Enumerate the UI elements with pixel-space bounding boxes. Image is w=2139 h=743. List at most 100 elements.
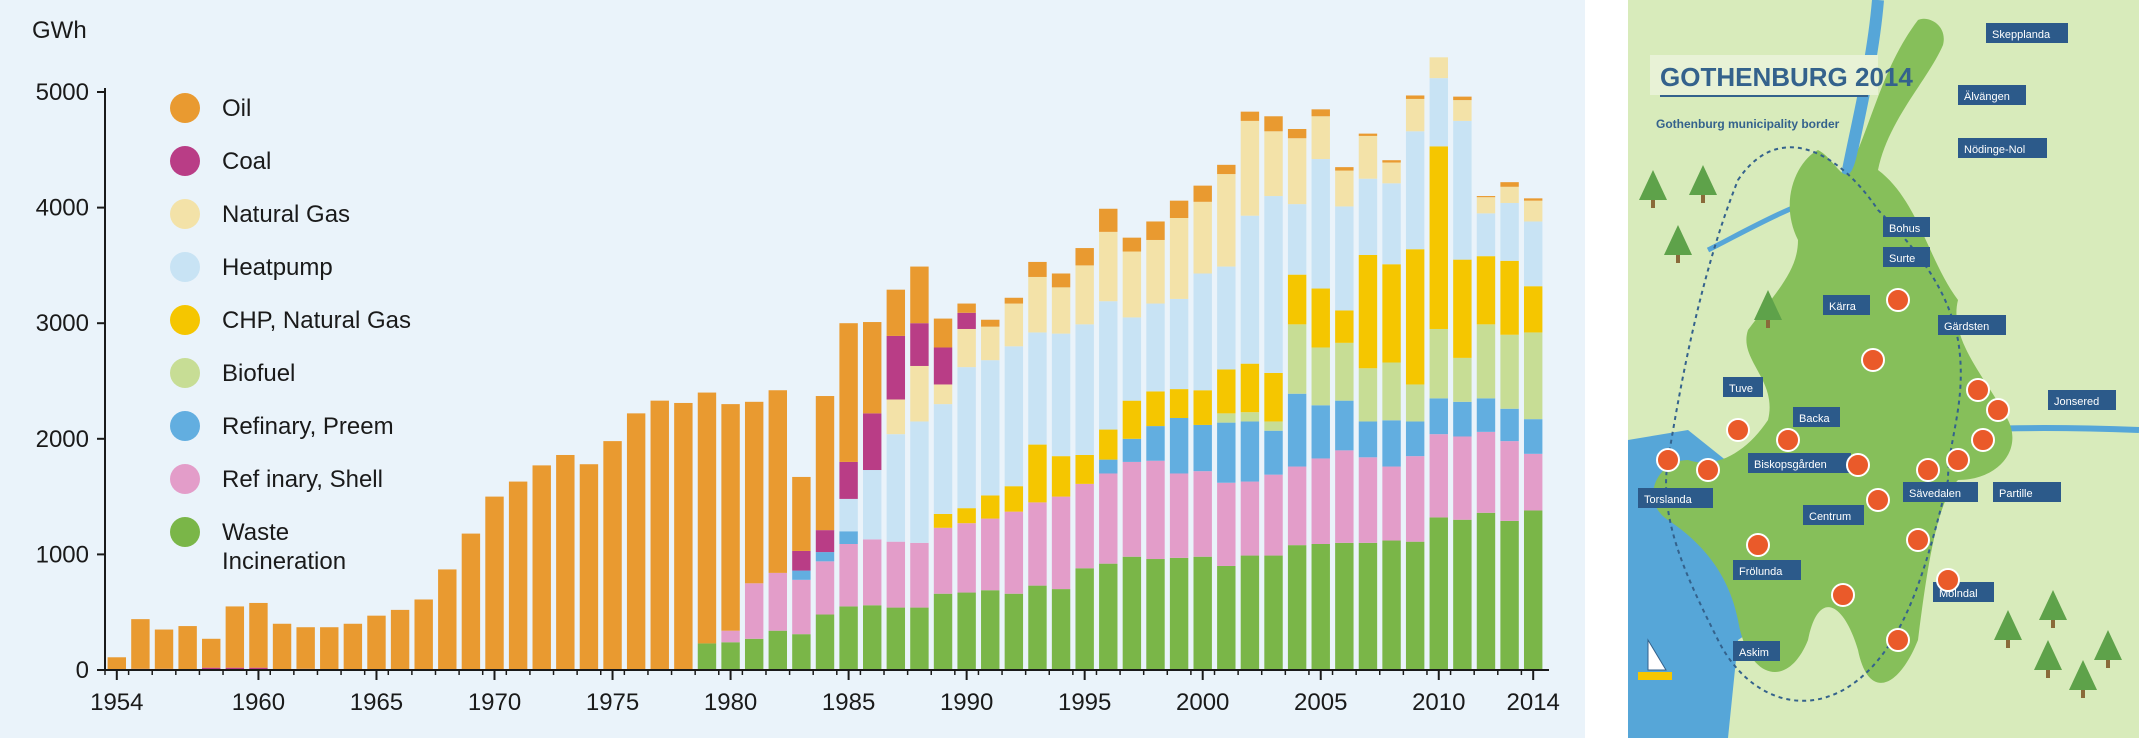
bar-segment <box>1075 265 1094 325</box>
map-panel: GOTHENBURG 2014 Gothenburg municipality … <box>1628 0 2139 738</box>
bar-segment <box>1217 422 1236 483</box>
bar-segment <box>1358 135 1378 179</box>
bar-segment <box>792 570 811 580</box>
place-label: Centrum <box>1809 511 1851 523</box>
bar-segment <box>1382 466 1401 541</box>
bar-segment <box>1405 456 1425 542</box>
y-tick-label: 1000 <box>36 541 89 568</box>
bar-segment <box>1335 400 1354 451</box>
bar-segment <box>1476 431 1496 513</box>
bar-segment <box>1405 421 1425 457</box>
bar-segment <box>933 513 953 528</box>
legend-label: Natural Gas <box>222 201 350 228</box>
y-tick-label: 0 <box>76 657 89 684</box>
bar-segment <box>1311 543 1330 670</box>
bar-segment <box>886 335 906 400</box>
tree-trunk <box>2081 690 2085 698</box>
legend-label: Heatpump <box>222 254 333 281</box>
bar-segment <box>910 266 929 324</box>
bar-segment <box>1146 303 1165 392</box>
bar-segment <box>1051 333 1071 457</box>
x-tick-label: 1980 <box>704 689 757 716</box>
bar-segment <box>768 572 787 631</box>
bar-segment <box>1217 413 1236 423</box>
tree-trunk <box>1701 195 1705 203</box>
bar-segment <box>1240 120 1260 216</box>
bar-segment <box>1453 401 1472 437</box>
bar-segment <box>1193 471 1212 557</box>
bar-segment <box>933 318 953 348</box>
bar-segment <box>1523 332 1543 420</box>
bar-segment <box>1169 557 1189 670</box>
bar-segment <box>1075 248 1094 266</box>
bar-segment <box>1405 249 1425 385</box>
x-tick-label: 2005 <box>1294 689 1347 716</box>
place-label: Askim <box>1739 647 1769 659</box>
place-label-box <box>1823 295 1870 315</box>
bar-segment <box>1099 459 1118 474</box>
bar-segment <box>1217 482 1236 566</box>
bar-segment <box>1217 164 1236 175</box>
place-label: Backa <box>1799 413 1830 425</box>
bar-segment <box>1405 95 1425 99</box>
x-tick-label: 1975 <box>586 689 639 716</box>
bar-segment <box>1405 384 1425 422</box>
urban-area <box>1653 18 2013 683</box>
bar-segment <box>1523 510 1543 670</box>
bar-segment <box>1004 593 1024 670</box>
bar-segment <box>1335 310 1354 343</box>
bar-segment <box>1099 301 1118 430</box>
bar-segment <box>249 667 268 670</box>
place-label: Älvängen <box>1964 91 2010 103</box>
bar-segment <box>957 367 976 509</box>
bar-segment <box>1122 400 1142 439</box>
bar-segment <box>1453 96 1472 101</box>
bar-segment <box>1476 398 1496 432</box>
bar-segment <box>1523 221 1543 287</box>
bar-segment <box>1122 251 1142 318</box>
bar-segment <box>1287 393 1307 467</box>
bar-segment <box>626 413 646 670</box>
bar-segment <box>1075 324 1094 455</box>
bar-segment <box>1358 421 1378 458</box>
bar-segment <box>1287 545 1307 670</box>
place-label-box <box>1638 488 1713 508</box>
tree-icon <box>2034 640 2062 670</box>
x-tick-label: 1970 <box>468 689 521 716</box>
place-label-box <box>1723 377 1763 397</box>
bar-segment <box>1500 182 1519 187</box>
bar-segment <box>1335 170 1354 207</box>
chart-panel: GWh 0 1000 2000 3000 4000 5000 1954 1960 1965 197… <box>0 0 1585 738</box>
bar-segment <box>981 326 1000 361</box>
bar-segment <box>933 593 953 670</box>
title-box <box>1650 55 1878 95</box>
bar-segment <box>1382 162 1401 184</box>
bar-segment <box>1169 473 1189 558</box>
bar-segment <box>1075 483 1094 569</box>
bar-segment <box>556 454 575 670</box>
bar-segment <box>1099 231 1118 302</box>
legend-swatch <box>170 146 200 176</box>
bar-segment <box>1122 556 1142 670</box>
bar-segment <box>1264 430 1283 475</box>
bar-segment <box>863 470 882 540</box>
heating-plant-icon <box>1986 398 2010 422</box>
bar-segment <box>1500 441 1519 521</box>
bar-segment <box>1028 276 1047 333</box>
place-label: Nödinge-Nol <box>1964 144 2025 156</box>
bar-segment <box>839 498 858 532</box>
place-label: Jonsered <box>2054 396 2099 408</box>
x-tick-label: 1954 <box>90 689 143 716</box>
map-title: GOTHENBURG 2014 <box>1660 62 1913 92</box>
legend-label: CHP, Natural Gas <box>222 307 411 334</box>
legend-swatch <box>170 464 200 494</box>
bar-segment <box>768 390 787 573</box>
bar-segment <box>792 579 811 635</box>
bar-segment <box>1500 520 1519 670</box>
bar-segment <box>1146 391 1165 427</box>
x-tick-label: 1965 <box>350 689 403 716</box>
bar-segment <box>1122 461 1142 557</box>
bar-segment <box>1358 457 1378 543</box>
bar-segment <box>863 322 882 414</box>
bar-segment <box>1240 412 1260 422</box>
